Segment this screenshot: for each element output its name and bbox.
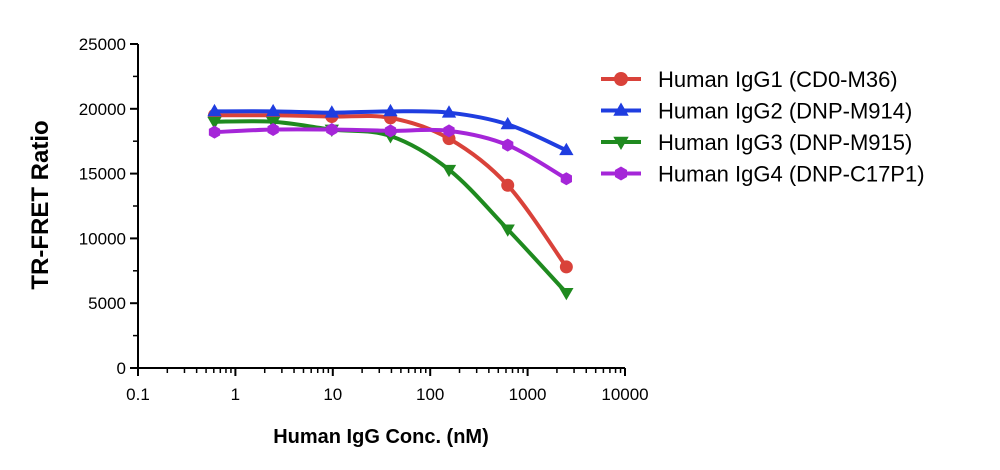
data-point xyxy=(443,124,455,138)
series-3 xyxy=(207,116,574,301)
data-point xyxy=(501,178,515,192)
legend: Human IgG1 (CD0-M36) Human IgG2 (DNP-M914… xyxy=(601,67,925,187)
axes: 0 5000 10000 15000 20000 25000 0.1 1 10 100 1000 10… xyxy=(79,35,649,404)
legend-entry-1: Human IgG1 (CD0-M36) xyxy=(601,67,898,92)
series-2 xyxy=(207,103,574,156)
legend-label: Human IgG4 (DNP-C17P1) xyxy=(658,162,925,187)
legend-label: Human IgG2 (DNP-M914) xyxy=(658,99,912,124)
legend-label: Human IgG3 (DNP-M915) xyxy=(658,130,912,155)
legend-entry-2: Human IgG2 (DNP-M914) xyxy=(601,99,912,124)
data-point xyxy=(441,164,457,178)
data-point xyxy=(208,125,221,139)
data-point xyxy=(560,172,572,186)
y-tick-label: 20000 xyxy=(79,100,126,119)
x-axis-title: Human IgG Conc. (nM) xyxy=(273,426,489,448)
data-point xyxy=(559,287,574,301)
data-point xyxy=(500,116,515,130)
y-axis-title: TR-FRET Ratio xyxy=(27,120,54,289)
data-point xyxy=(559,142,574,156)
y-tick-label: 5000 xyxy=(88,294,126,313)
y-tick-label: 15000 xyxy=(79,165,126,184)
data-point xyxy=(384,124,397,138)
legend-entry-4: Human IgG4 (DNP-C17P1) xyxy=(601,162,925,187)
legend-entry-3: Human IgG3 (DNP-M915) xyxy=(601,130,912,155)
legend-marker xyxy=(613,136,629,151)
series-4 xyxy=(208,123,572,186)
y-tick-label: 25000 xyxy=(79,35,126,54)
data-point xyxy=(500,224,515,237)
legend-label: Human IgG1 (CD0-M36) xyxy=(658,67,898,92)
data-point xyxy=(207,116,222,130)
legend-marker xyxy=(613,102,629,116)
data-point xyxy=(502,138,514,152)
legend-marker xyxy=(614,166,628,181)
data-point xyxy=(559,260,573,274)
x-tick-label: 1000 xyxy=(509,385,547,404)
x-tick-label: 100 xyxy=(416,385,444,404)
data-point xyxy=(265,103,281,117)
data-point xyxy=(383,103,398,117)
data-point xyxy=(326,123,338,137)
y-tick-label: 0 xyxy=(117,359,126,378)
x-tick-label: 10 xyxy=(323,385,342,404)
series-layer xyxy=(207,103,574,301)
x-tick-label: 0.1 xyxy=(126,385,150,404)
data-point xyxy=(441,105,457,118)
data-point xyxy=(324,105,339,118)
y-tick-label: 10000 xyxy=(79,229,126,248)
data-point xyxy=(207,103,222,117)
x-tick-label: 1 xyxy=(231,385,240,404)
x-tick-label: 10000 xyxy=(601,385,648,404)
legend-marker xyxy=(614,72,628,86)
data-point xyxy=(267,123,279,137)
